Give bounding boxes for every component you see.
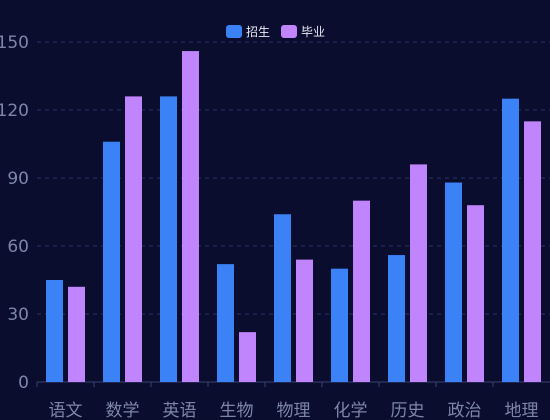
legend-label: 毕业 [301, 25, 325, 39]
y-axis-ticks: 0 30 60 90 120 150 [0, 33, 29, 393]
bar-graduate-6[interactable] [410, 164, 427, 382]
bar-graduate-5[interactable] [353, 200, 370, 382]
bars [46, 51, 541, 383]
bar-graduate-3[interactable] [239, 332, 256, 382]
bar-enroll-2[interactable] [160, 96, 177, 383]
bar-enroll-7[interactable] [445, 182, 462, 382]
legend-swatch [226, 25, 242, 38]
bar-enroll-8[interactable] [502, 98, 519, 383]
axes [36, 381, 550, 387]
y-tick-label: 120 [0, 101, 29, 121]
bar-graduate-7[interactable] [467, 205, 484, 382]
bar-graduate-4[interactable] [296, 259, 313, 382]
x-tick-label: 历史 [391, 401, 425, 420]
bar-enroll-1[interactable] [103, 141, 120, 382]
bar-graduate-2[interactable] [182, 51, 199, 383]
y-tick-label: 150 [0, 33, 29, 53]
bar-enroll-6[interactable] [388, 255, 405, 382]
bar-enroll-3[interactable] [217, 264, 234, 382]
bar-graduate-8[interactable] [524, 121, 541, 382]
legend-swatch [281, 25, 297, 38]
x-tick-label: 政治 [448, 401, 482, 420]
legend-item-1[interactable]: 毕业 [281, 25, 325, 39]
bar-enroll-0[interactable] [46, 280, 63, 382]
legend[interactable]: 招生 毕业 [226, 25, 325, 39]
x-tick-label: 地理 [505, 401, 539, 420]
legend-label: 招生 [246, 25, 270, 39]
x-tick-label: 英语 [163, 401, 197, 420]
y-tick-label: 60 [7, 237, 29, 257]
x-tick-label: 语文 [49, 401, 83, 420]
grid-lines [37, 41, 550, 315]
x-tick-label: 生物 [220, 401, 254, 420]
x-tick-label: 数学 [106, 401, 140, 420]
bar-enroll-5[interactable] [331, 268, 348, 382]
x-tick-label: 化学 [334, 401, 368, 420]
x-axis-ticks: 语文 数学 英语 生物 物理 化学 历史 政治 地理 [49, 401, 539, 420]
x-tick-label: 物理 [277, 401, 311, 420]
bar-graduate-0[interactable] [68, 286, 85, 382]
y-tick-label: 30 [7, 305, 29, 325]
bar-graduate-1[interactable] [125, 96, 142, 383]
y-tick-label: 90 [7, 169, 29, 189]
legend-item-0[interactable]: 招生 [226, 25, 270, 39]
y-tick-label: 0 [18, 373, 29, 393]
bar-enroll-4[interactable] [274, 214, 291, 382]
